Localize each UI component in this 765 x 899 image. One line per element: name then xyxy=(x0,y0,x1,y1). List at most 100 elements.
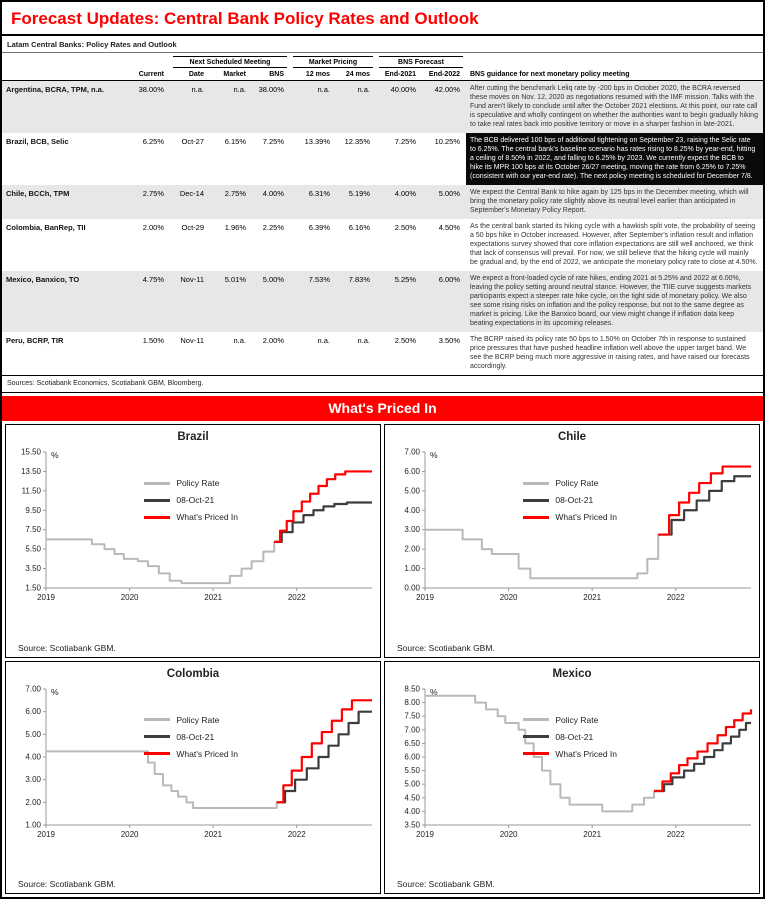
chart-source: Source: Scotiabank GBM. xyxy=(397,642,495,653)
svg-text:8.00: 8.00 xyxy=(404,698,420,707)
svg-text:2021: 2021 xyxy=(204,830,222,839)
chart-legend: Policy Rate 08-Oct-21 What's Priced In xyxy=(144,715,238,759)
svg-text:2.00: 2.00 xyxy=(25,797,41,806)
chart-title: Colombia xyxy=(166,667,220,680)
svg-text:3.00: 3.00 xyxy=(404,525,420,534)
table-row: Chile, BCCh, TPM 2.75% Dec-14 2.75% 4.00… xyxy=(2,185,763,219)
report-header: Forecast Updates: Central Bank Policy Ra… xyxy=(2,2,763,36)
whats-priced-in-banner: What's Priced In xyxy=(2,396,763,421)
svg-text:5.50: 5.50 xyxy=(404,766,420,775)
column-header-24mos: 24 mos xyxy=(345,71,370,78)
table-body: Argentina, BCRA, TPM, n.a. 38.00% n.a. n… xyxy=(2,81,763,375)
row-current: 6.25% xyxy=(142,137,164,146)
svg-text:6.50: 6.50 xyxy=(404,738,420,747)
legend-line-swatch xyxy=(523,498,550,502)
legend-item: What's Priced In xyxy=(523,749,617,759)
svg-text:1.00: 1.00 xyxy=(25,820,41,829)
legend-item: 08-Oct-21 xyxy=(523,495,617,505)
svg-text:6.00: 6.00 xyxy=(404,467,420,476)
legend-item: 08-Oct-21 xyxy=(144,732,238,742)
row-guidance: The BCB delivered 100 bps of additional … xyxy=(466,133,763,185)
row-country: Peru, BCRP, TIR xyxy=(6,336,64,345)
table-header-row: Current Date Market BNS 12 mos 24 mos En… xyxy=(2,68,763,81)
svg-text:5.00: 5.00 xyxy=(25,729,41,738)
legend-label: What's Priced In xyxy=(176,748,238,759)
svg-text:4.50: 4.50 xyxy=(404,793,420,802)
legend-label: What's Priced In xyxy=(176,512,238,523)
row-end2022: 3.50% xyxy=(438,336,460,345)
chart-canvas: 1.50 3.50 5.50 7.50 9.50 11.50 13.50 15.50 2019 2… xyxy=(21,448,372,602)
svg-text:2019: 2019 xyxy=(37,593,55,602)
row-current: 4.75% xyxy=(142,275,164,284)
chart-plot-area: 3.50 4.00 4.50 5.00 5.50 6.00 6.50 7.00 7.50 8.00… xyxy=(385,682,759,879)
svg-text:4.00: 4.00 xyxy=(25,752,41,761)
legend-item: Policy Rate xyxy=(523,715,617,725)
legend-label: 08-Oct-21 xyxy=(176,731,215,742)
table-title: Latam Central Banks: Policy Rates and Ou… xyxy=(2,36,763,53)
svg-text:2020: 2020 xyxy=(500,593,518,602)
legend-item: What's Priced In xyxy=(523,512,617,522)
legend-item: What's Priced In xyxy=(144,749,238,759)
column-header-bns: BNS xyxy=(269,71,284,78)
row-date: n.a. xyxy=(191,85,204,94)
group-header-spacer xyxy=(466,56,763,68)
chart-legend: Policy Rate 08-Oct-21 What's Priced In xyxy=(523,478,617,522)
svg-text:2022: 2022 xyxy=(288,830,306,839)
svg-text:3.50: 3.50 xyxy=(404,820,420,829)
chart-legend: Policy Rate 08-Oct-21 What's Priced In xyxy=(523,715,617,759)
legend-item: What's Priced In xyxy=(144,512,238,522)
svg-text:2021: 2021 xyxy=(204,593,222,602)
charts-grid: Brazil 1.50 3.50 5.50 7.50 9.50 11.50 13.50 15.… xyxy=(2,421,763,897)
chart-brazil: Brazil 1.50 3.50 5.50 7.50 9.50 11.50 13.50 15.… xyxy=(5,424,381,658)
svg-text:%: % xyxy=(51,687,59,697)
svg-text:8.50: 8.50 xyxy=(404,684,420,693)
row-guidance: As the central bank started its hiking c… xyxy=(470,223,758,266)
row-24mos: 6.16% xyxy=(348,223,370,232)
svg-text:5.00: 5.00 xyxy=(404,486,420,495)
legend-item: 08-Oct-21 xyxy=(523,732,617,742)
svg-text:1.00: 1.00 xyxy=(404,564,420,573)
row-end2021: 40.00% xyxy=(390,85,416,94)
svg-text:%: % xyxy=(430,450,438,460)
row-current: 2.00% xyxy=(142,223,164,232)
legend-item: 08-Oct-21 xyxy=(144,495,238,505)
row-market: n.a. xyxy=(233,85,246,94)
row-market: 2.75% xyxy=(224,189,246,198)
svg-text:5.00: 5.00 xyxy=(404,779,420,788)
row-24mos: n.a. xyxy=(357,85,370,94)
row-12mos: 6.31% xyxy=(308,189,330,198)
svg-text:2020: 2020 xyxy=(121,830,139,839)
row-24mos: 12.35% xyxy=(344,137,370,146)
svg-text:2020: 2020 xyxy=(121,593,139,602)
svg-text:6.00: 6.00 xyxy=(404,752,420,761)
row-country: Argentina, BCRA, TPM, n.a. xyxy=(6,85,104,94)
legend-label: Policy Rate xyxy=(555,478,599,489)
svg-text:2.00: 2.00 xyxy=(404,545,420,554)
column-header-date: Date xyxy=(188,71,204,78)
legend-label: What's Priced In xyxy=(555,512,617,523)
legend-label: What's Priced In xyxy=(555,748,617,759)
row-end2022: 42.00% xyxy=(434,85,460,94)
legend-line-swatch xyxy=(523,752,550,756)
row-market: 1.96% xyxy=(224,223,246,232)
chart-title: Brazil xyxy=(177,431,209,443)
svg-text:13.50: 13.50 xyxy=(21,467,42,476)
row-end2021: 7.25% xyxy=(394,137,416,146)
row-bns: 7.25% xyxy=(262,137,284,146)
column-header-market: Market xyxy=(223,71,246,78)
row-bns: 2.25% xyxy=(262,223,284,232)
table-row: Peru, BCRP, TIR 1.50% Nov-11 n.a. 2.00% … xyxy=(2,332,763,375)
legend-label: 08-Oct-21 xyxy=(555,731,594,742)
row-guidance: We expect the Central Bank to hike again… xyxy=(470,189,749,214)
chart-chile: Chile 0.00 1.00 2.00 3.00 4.00 5.00 6.00 7.00 20… xyxy=(384,424,760,658)
svg-text:4.00: 4.00 xyxy=(404,806,420,815)
chart-mexico: Mexico 3.50 4.00 4.50 5.00 5.50 6.00 6.50 7.00 7… xyxy=(384,660,760,894)
group-header-spacer xyxy=(2,56,170,68)
legend-item: Policy Rate xyxy=(144,715,238,725)
svg-text:2021: 2021 xyxy=(583,830,601,839)
chart-source: Source: Scotiabank GBM. xyxy=(18,642,116,653)
table-group-header-row: Next Scheduled Meeting Market Pricing BN… xyxy=(2,56,763,68)
svg-text:3.50: 3.50 xyxy=(25,564,41,573)
svg-text:7.00: 7.00 xyxy=(25,684,41,693)
